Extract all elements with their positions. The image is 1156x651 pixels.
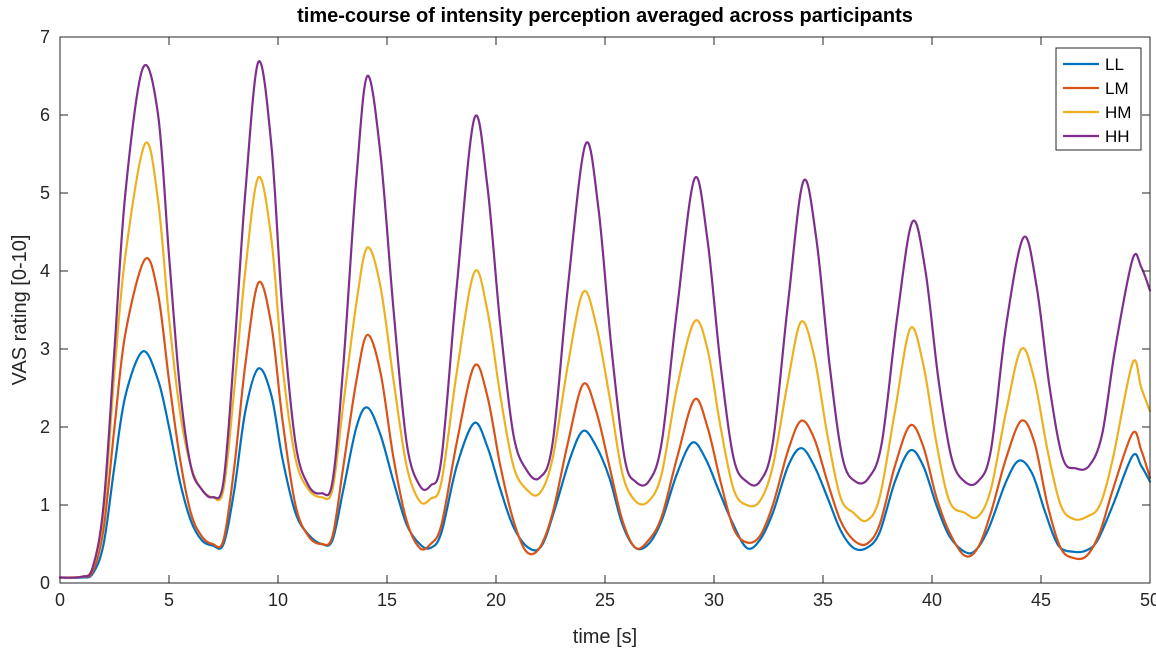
x-tick-label: 40: [922, 590, 942, 610]
y-tick-label: 5: [40, 183, 50, 203]
legend-label-hm: HM: [1105, 103, 1131, 122]
y-tick-label: 1: [40, 495, 50, 515]
x-tick-label: 10: [268, 590, 288, 610]
series-layer: [58, 60, 1152, 579]
y-tick-label: 6: [40, 105, 50, 125]
x-axis-label: time [s]: [573, 626, 637, 648]
y-axis-label: VAS rating [0-10]: [9, 235, 31, 386]
series-line-lm: [58, 257, 1152, 579]
series-line-ll: [58, 350, 1152, 579]
x-tick-label: 30: [704, 590, 724, 610]
legend: LL LM HM HH: [1055, 47, 1142, 151]
legend-label-hh: HH: [1105, 127, 1130, 146]
x-tick-label: 45: [1031, 590, 1051, 610]
legend-label-lm: LM: [1105, 79, 1129, 98]
y-tick-label: 3: [40, 339, 50, 359]
x-tick-label: 35: [813, 590, 833, 610]
x-tick-label: 20: [486, 590, 506, 610]
legend-label-ll: LL: [1105, 55, 1124, 74]
x-tick-label: 0: [55, 590, 65, 610]
x-axis: 0 5 10 15 20 25 30 35 40 45 50: [55, 37, 1156, 610]
y-axis: 0 1 2 3 4 5 6 7: [40, 27, 1150, 593]
series-line-hh: [58, 60, 1152, 579]
y-tick-label: 7: [40, 27, 50, 47]
y-tick-label: 0: [40, 573, 50, 593]
chart-title: time-course of intensity perception aver…: [297, 5, 913, 27]
x-tick-label: 25: [595, 590, 615, 610]
y-tick-label: 2: [40, 417, 50, 437]
x-tick-label: 50: [1140, 590, 1156, 610]
x-tick-label: 15: [377, 590, 397, 610]
y-tick-label: 4: [40, 261, 50, 281]
series-line-hm: [58, 141, 1152, 579]
x-tick-label: 5: [164, 590, 174, 610]
